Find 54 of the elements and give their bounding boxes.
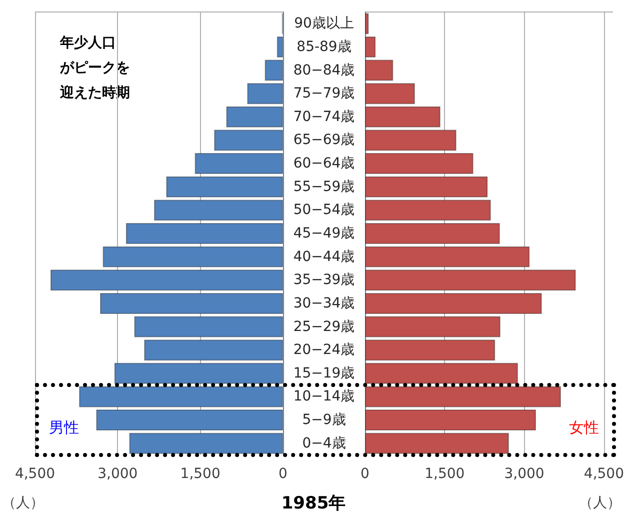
- bar: [365, 176, 488, 198]
- annotation: 迎えた時期: [59, 84, 130, 101]
- x-tick-label: 1,500: [424, 466, 465, 482]
- bar: [365, 292, 542, 314]
- series-label: 女性: [569, 418, 599, 436]
- y-tick-label: 80−84歳: [293, 62, 355, 78]
- bar: [365, 153, 474, 174]
- series-label: 男性: [49, 418, 79, 436]
- y-tick-label: 75−79歳: [293, 86, 355, 102]
- bar: [365, 106, 440, 128]
- y-tick-label: 25−29歳: [293, 318, 355, 335]
- y-tick-label: 20−24歳: [293, 342, 355, 358]
- y-tick-label: 50−54歳: [293, 202, 355, 218]
- text: 1985年: [281, 494, 346, 514]
- bar: [365, 223, 500, 244]
- annotation: がピークを: [59, 60, 130, 76]
- x-tick-label: 1,500: [180, 466, 220, 482]
- bar: [365, 200, 491, 221]
- x-tick-label: 4,500: [584, 466, 624, 482]
- bar: [365, 36, 376, 58]
- y-tick-label: 70−74歳: [293, 108, 355, 125]
- y-tick-label: 65−69歳: [293, 132, 355, 148]
- x-tick-label: 3,000: [98, 466, 138, 482]
- bar: [365, 316, 500, 338]
- y-tick-label: 10−14歳: [293, 388, 355, 405]
- bar: [365, 362, 518, 384]
- y-tick-label: 60−64歳: [293, 156, 355, 172]
- y-tick-label: 0−4歳: [302, 435, 346, 452]
- x-tick-label: 0: [360, 466, 370, 482]
- bar: [365, 432, 509, 454]
- bar: [365, 13, 369, 34]
- bar: [365, 340, 496, 361]
- bar: [365, 60, 394, 81]
- x-tick-label: 3,000: [504, 466, 544, 482]
- bar: [365, 386, 561, 408]
- x-tick-label: 4,500: [14, 466, 56, 482]
- y-tick-label: 40−44歳: [293, 248, 355, 265]
- bar: [365, 83, 415, 104]
- x-axis-title: （人）: [2, 495, 44, 511]
- bar: [365, 270, 576, 291]
- y-tick-label: 90歳以上: [294, 16, 354, 32]
- x-tick-label: 0: [278, 466, 288, 482]
- y-tick-label: 35−39歳: [293, 272, 355, 288]
- y-tick-label: 45−49歳: [293, 226, 355, 242]
- x-axis-title: （人）: [579, 495, 621, 511]
- bar: [365, 410, 536, 431]
- y-tick-label: 5−9歳: [302, 412, 346, 428]
- y-tick-label: 85-89歳: [296, 38, 352, 55]
- bar: [365, 246, 530, 268]
- bar: [365, 130, 456, 151]
- annotation: 年少人口: [59, 35, 116, 51]
- y-tick-label: 30−34歳: [293, 295, 355, 312]
- y-tick-label: 15−19歳: [293, 365, 355, 382]
- y-tick-label: 55−59歳: [293, 178, 355, 195]
